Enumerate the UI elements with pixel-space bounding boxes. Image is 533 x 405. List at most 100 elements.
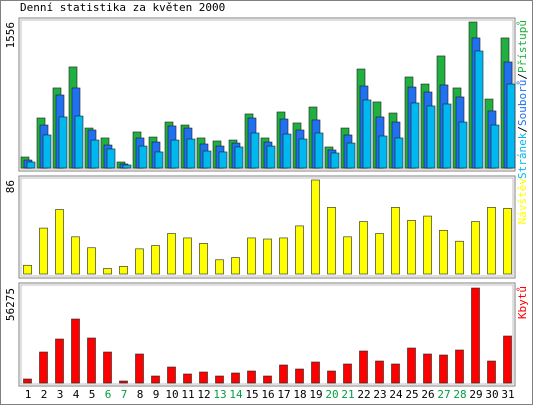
legend-separator: /	[516, 73, 529, 80]
bar	[183, 237, 192, 275]
x-tick-label: 21	[341, 388, 354, 401]
bar	[346, 142, 356, 169]
legend-separator: /	[516, 126, 529, 133]
x-tick-label: 28	[453, 388, 466, 401]
bar	[215, 259, 224, 275]
bar	[311, 361, 320, 384]
bar	[263, 238, 272, 275]
legend: Kbytů	[516, 286, 529, 319]
bar	[215, 375, 224, 384]
x-tick-label: 25	[405, 388, 418, 401]
bar	[199, 243, 208, 275]
bar	[458, 121, 468, 169]
bar	[423, 353, 432, 384]
x-tick-label: 29	[469, 388, 482, 401]
x-tick-label: 18	[293, 388, 306, 401]
x-tick-label: 31	[501, 388, 514, 401]
x-tick-label: 1	[25, 388, 32, 401]
panel-inner	[20, 284, 514, 385]
bar	[87, 247, 96, 275]
bar	[295, 225, 304, 275]
bar	[234, 146, 244, 169]
x-tick-label: 30	[485, 388, 498, 401]
x-tick-label: 9	[153, 388, 160, 401]
bar	[503, 208, 512, 275]
bar	[375, 360, 384, 384]
bar	[471, 221, 480, 275]
bar	[378, 135, 388, 169]
legend-entry: Přístupů	[516, 20, 529, 73]
x-tick-label: 14	[229, 388, 243, 401]
x-tick-label: 2	[41, 388, 48, 401]
bar	[362, 99, 372, 169]
panel-inner	[20, 177, 514, 277]
x-tick-label: 13	[213, 388, 226, 401]
bar	[394, 137, 404, 169]
bar	[330, 152, 340, 169]
x-tick-label: 10	[165, 388, 178, 401]
bar	[506, 83, 516, 169]
y-tick-label: 1556	[4, 22, 17, 49]
bar	[407, 220, 416, 275]
bar	[455, 349, 464, 384]
bar	[298, 138, 308, 169]
bar	[151, 375, 160, 384]
bar	[122, 164, 132, 169]
bar	[183, 373, 192, 384]
legend-entry: Návštěv	[516, 178, 529, 225]
bar	[39, 227, 48, 275]
bar	[314, 132, 324, 169]
bar	[439, 229, 448, 275]
x-tick-label: 16	[261, 388, 274, 401]
bar	[343, 363, 352, 384]
bar	[231, 257, 240, 275]
bar	[103, 268, 112, 275]
bar	[170, 139, 180, 169]
bar	[247, 237, 256, 275]
bar	[151, 245, 160, 275]
x-tick-label: 17	[277, 388, 290, 401]
bar	[55, 338, 64, 384]
bar	[90, 139, 100, 169]
bar	[410, 102, 420, 169]
bar	[167, 233, 176, 275]
bar	[167, 366, 176, 384]
bar	[327, 370, 336, 384]
x-tick-label: 12	[197, 388, 210, 401]
x-tick-label: 5	[89, 388, 96, 401]
legend-entry: Kbytů	[516, 286, 529, 319]
bar	[282, 133, 292, 169]
x-tick-label: 3	[57, 388, 64, 401]
bar	[359, 221, 368, 275]
bar	[218, 151, 228, 169]
bar	[327, 207, 336, 275]
bar	[295, 368, 304, 384]
bar	[375, 233, 384, 275]
bar	[391, 363, 400, 384]
x-tick-label: 27	[437, 388, 450, 401]
x-tick-label: 15	[245, 388, 258, 401]
x-tick-label: 20	[325, 388, 338, 401]
bar	[279, 237, 288, 275]
bar	[279, 364, 288, 384]
bar	[55, 209, 64, 275]
chart-title: Denní statistika za květen 2000	[20, 1, 225, 14]
x-tick-label: 8	[137, 388, 144, 401]
bar	[266, 145, 276, 169]
bar	[503, 335, 512, 384]
bar	[87, 337, 96, 384]
bar	[154, 151, 164, 169]
bar	[39, 351, 48, 384]
bar	[474, 50, 484, 169]
bar	[455, 240, 464, 275]
bar	[311, 179, 320, 275]
bar	[471, 287, 480, 384]
x-tick-label: 22	[357, 388, 370, 401]
bar	[391, 207, 400, 275]
bar	[23, 378, 32, 384]
bar	[247, 370, 256, 384]
x-tick-label: 11	[181, 388, 194, 401]
bar	[71, 236, 80, 275]
